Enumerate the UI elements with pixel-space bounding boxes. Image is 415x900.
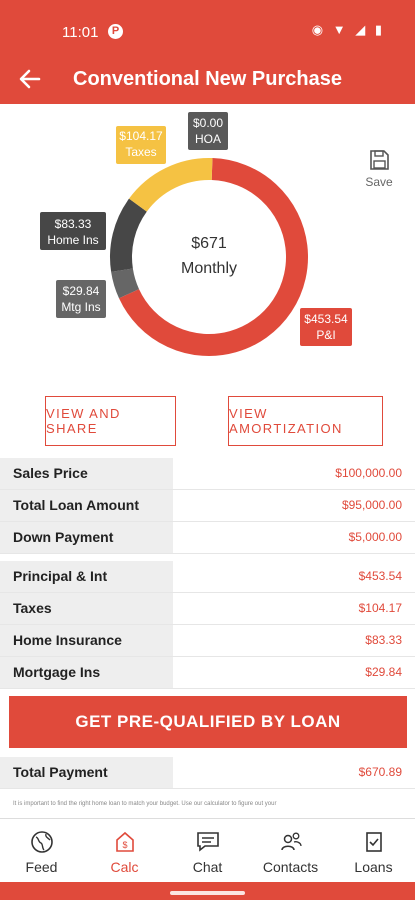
contacts-icon [280,832,302,851]
loan-details-table: Sales Price $100,000.00 Total Loan Amoun… [0,458,415,554]
chat-icon [196,832,219,852]
callout-home-ins-label: Home Ins [47,233,98,247]
callout-mtg-ins-label: Mtg Ins [61,300,100,314]
svg-text:$: $ [122,840,127,850]
chart-slice-taxes [129,158,213,212]
disclaimer-text: It is important to find the right home l… [13,801,277,807]
nav-calc[interactable]: $ Calc [83,819,166,883]
payment-breakdown-chart: $671 Monthly $104.17 Taxes $0.00 HOA $83… [40,112,352,356]
row-label: Taxes [0,593,173,624]
callout-home-ins: $83.33 Home Ins [40,212,106,250]
system-status-icons: ◉ ▼ ◢ ▮ [311,22,385,37]
table-row: Home Insurance $83.33 [0,625,415,657]
row-value: $453.54 [358,569,402,583]
total-payment-row: Total Payment $670.89 [0,757,415,789]
row-value: $100,000.00 [335,466,402,480]
calculator-dollar-icon: $ [115,831,134,852]
total-label: Total Payment [0,757,173,788]
row-label: Mortgage Ins [0,657,173,688]
row-value: $5,000.00 [348,530,402,544]
table-row: Total Payment $670.89 [0,757,415,789]
chart-slice-mtg-ins [111,268,140,299]
callout-hoa-label: HOA [195,132,221,146]
nav-feed[interactable]: Feed [0,819,83,883]
callout-pi-value: $453.54 [304,312,348,326]
callout-home-ins-value: $83.33 [55,217,92,231]
nav-loans[interactable]: Loans [332,819,415,883]
nav-contacts-label: Contacts [262,859,319,875]
callout-taxes-label: Taxes [125,145,156,159]
chart-slice-home-ins [110,198,148,272]
callout-pi-label: P&I [316,328,335,342]
row-value: $104.17 [358,601,402,615]
callout-hoa: $0.00 HOA [188,112,228,150]
chart-center-value: $671 [191,235,227,252]
row-value: $83.33 [365,633,402,647]
row-label: Total Loan Amount [0,490,173,521]
status-bar: 11:01 P ◉ ▼ ◢ ▮ [0,0,415,58]
nav-chat[interactable]: Chat [166,819,249,883]
view-and-share-button[interactable]: VIEW AND SHARE [45,396,176,446]
callout-pi: $453.54 P&I [300,308,352,346]
page-title: Conventional New Purchase [73,68,342,90]
save-label: Save [365,175,393,189]
table-row: Principal & Int $453.54 [0,561,415,593]
table-row: Total Loan Amount $95,000.00 [0,490,415,522]
total-value: $670.89 [358,765,402,779]
payment-details-table: Principal & Int $453.54 Taxes $104.17 Ho… [0,561,415,689]
table-row: Sales Price $100,000.00 [0,458,415,490]
view-amortization-button[interactable]: VIEW AMORTIZATION [228,396,383,446]
chart-arcs [110,158,308,356]
loans-document-icon [365,832,382,852]
save-button[interactable]: Save [361,148,397,189]
table-row: Taxes $104.17 [0,593,415,625]
app-notification-icon: P [108,24,123,39]
callout-taxes-value: $104.17 [119,129,163,143]
table-row: Mortgage Ins $29.84 [0,657,415,689]
status-time: 11:01 [62,24,99,41]
bottom-navigation: Feed $ Calc Chat Contacts Loans [0,818,415,883]
back-arrow-icon[interactable] [18,64,42,101]
nav-loans-label: Loans [354,859,393,875]
table-row: Down Payment $5,000.00 [0,522,415,554]
globe-icon [30,831,53,853]
callout-mtg-ins-value: $29.84 [63,284,100,298]
app-bar: Conventional New Purchase [0,58,415,104]
nav-feed-label: Feed [25,859,58,875]
nav-chat-label: Chat [192,859,223,875]
row-label: Down Payment [0,522,173,553]
row-label: Home Insurance [0,625,173,656]
home-gesture-handle[interactable] [170,891,245,895]
row-value: $29.84 [365,665,402,679]
nav-contacts[interactable]: Contacts [249,819,332,883]
callout-mtg-ins: $29.84 Mtg Ins [56,280,106,318]
chart-center-label: Monthly [181,260,237,277]
row-value: $95,000.00 [341,498,402,512]
get-pre-qualified-button[interactable]: GET PRE-QUALIFIED BY LOAN [9,696,407,748]
chart-slice-p-i [119,158,308,356]
callout-hoa-value: $0.00 [193,116,223,130]
floppy-disk-icon [370,150,389,170]
row-label: Principal & Int [0,561,173,592]
nav-calc-label: Calc [110,859,139,875]
row-label: Sales Price [0,458,173,489]
callout-taxes: $104.17 Taxes [116,126,166,164]
